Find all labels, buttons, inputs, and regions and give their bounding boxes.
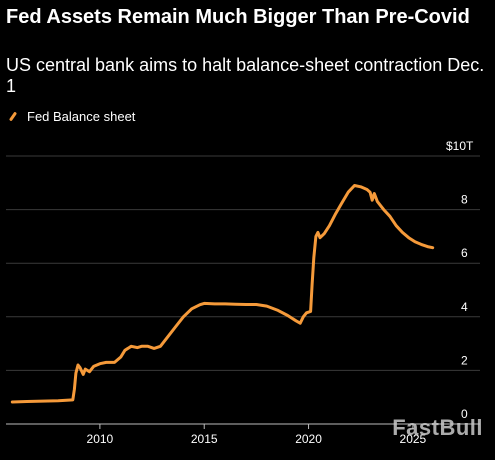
x-tick-label: 2025 bbox=[400, 432, 427, 446]
x-axis-ticks: 2010 2015 2020 2025 bbox=[87, 424, 427, 446]
watermark-logo: FastBull bbox=[392, 415, 483, 440]
y-tick-label: 0 bbox=[461, 407, 468, 421]
y-axis-ticks: 0 2 4 6 8 $10T bbox=[446, 139, 474, 421]
y-tick-label: 4 bbox=[461, 300, 468, 314]
legend-label: Fed Balance sheet bbox=[27, 108, 136, 124]
y-tick-label: 6 bbox=[461, 246, 468, 260]
series-group bbox=[10, 184, 435, 404]
y-tick-label: $10T bbox=[446, 139, 474, 153]
grid-lines bbox=[6, 155, 480, 425]
chart-title: Fed Assets Remain Much Bigger Than Pre-C… bbox=[6, 6, 470, 28]
y-tick-label: 8 bbox=[461, 193, 468, 207]
chart-subtitle: US central bank aims to halt balance-she… bbox=[6, 55, 485, 96]
y-tick-label: 2 bbox=[461, 353, 468, 367]
x-tick-label: 2015 bbox=[191, 432, 218, 446]
x-tick-label: 2020 bbox=[295, 432, 322, 446]
legend: Fed Balance sheet bbox=[8, 108, 135, 124]
series-line-fed-balance-sheet bbox=[10, 184, 435, 404]
x-tick-label: 2010 bbox=[87, 432, 114, 446]
